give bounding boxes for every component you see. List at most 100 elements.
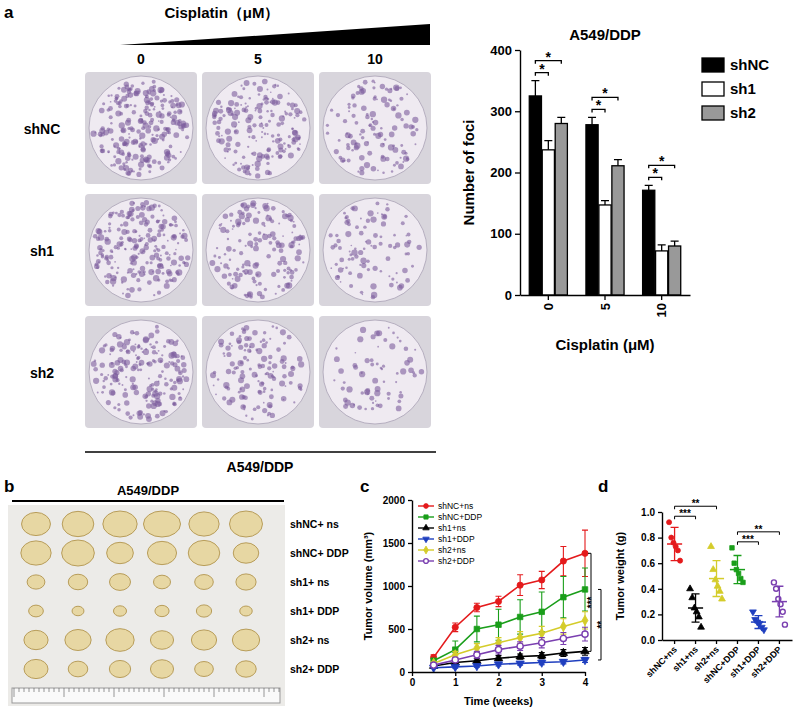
- colony: [231, 121, 237, 127]
- colony: [378, 132, 383, 137]
- ruler-tick: [174, 688, 175, 692]
- tick: 2: [496, 672, 502, 688]
- colony: [217, 378, 219, 380]
- colony: [133, 202, 135, 204]
- tick-label: 0.0: [641, 635, 655, 646]
- ruler-tick: [114, 688, 115, 697]
- colony: [114, 245, 118, 249]
- colony: [259, 123, 264, 128]
- colony: [370, 358, 374, 362]
- colony: [349, 253, 352, 256]
- significance-label: *: [659, 153, 665, 169]
- colony: [286, 271, 289, 274]
- colony: [276, 100, 281, 105]
- colony: [113, 155, 116, 158]
- colony: [400, 118, 403, 121]
- colony: [372, 378, 378, 384]
- legend-symbol: [424, 546, 429, 554]
- tick: sh2+DDP: [749, 640, 784, 680]
- tumor: [150, 631, 173, 650]
- colony: [285, 385, 287, 387]
- point: [750, 610, 757, 616]
- colony: [385, 207, 389, 211]
- point: [687, 585, 694, 591]
- colony: [147, 164, 151, 168]
- colony: [117, 403, 120, 406]
- colony: [291, 108, 294, 111]
- colony: [137, 414, 143, 420]
- colony: [234, 367, 238, 371]
- colony: [262, 79, 268, 85]
- bar: [542, 150, 554, 295]
- colony: [252, 82, 256, 86]
- colony: [143, 336, 149, 342]
- colony: [213, 255, 216, 258]
- colony: [267, 89, 269, 91]
- colony: [141, 206, 143, 208]
- colony: [346, 386, 352, 392]
- bar: [599, 205, 611, 295]
- colony: [169, 145, 173, 149]
- ruler-tick: [219, 688, 220, 692]
- colony: [347, 103, 350, 106]
- tick-label: 1: [453, 677, 459, 688]
- colony: [180, 235, 184, 239]
- colony: [243, 408, 245, 410]
- colony: [268, 404, 272, 408]
- colony: [162, 98, 167, 103]
- colony: [400, 368, 406, 374]
- axis-title: Time (weeks): [464, 695, 533, 707]
- colony: [125, 248, 127, 250]
- colony: [173, 132, 179, 138]
- error-bar: [474, 603, 480, 612]
- tick: 100: [490, 226, 520, 241]
- colony: [386, 203, 388, 205]
- colony: [268, 120, 271, 123]
- colony: [260, 340, 262, 342]
- colony: [262, 127, 264, 129]
- legend: shNC+nsshNC+DDPsh1+nssh1+DDPsh2+nssh2+DD…: [418, 501, 482, 566]
- colony: [232, 370, 236, 374]
- colony: [370, 283, 376, 289]
- colony: [97, 392, 99, 394]
- colony: [355, 352, 357, 354]
- tick: 0: [410, 672, 416, 688]
- tick: 0.8: [641, 532, 662, 543]
- colony: [288, 371, 294, 377]
- colony: [249, 173, 252, 176]
- legend-label: shNC: [730, 56, 769, 73]
- chart-title: A549/DDP: [569, 26, 641, 43]
- colony: [152, 80, 156, 84]
- colony: [294, 268, 298, 272]
- colony: [178, 392, 181, 395]
- colony: [385, 88, 388, 91]
- colony: [171, 259, 177, 265]
- colony: [141, 251, 143, 253]
- colony: [261, 136, 263, 138]
- tick-mark: [408, 586, 412, 587]
- colony: [119, 112, 123, 116]
- colony: [135, 230, 138, 233]
- colony: [372, 80, 375, 83]
- colony: [264, 97, 268, 101]
- colony: [183, 262, 185, 264]
- point: [474, 604, 480, 610]
- ruler: [12, 688, 280, 703]
- colony: [238, 345, 243, 350]
- colony: [333, 379, 335, 381]
- colony: [237, 340, 241, 344]
- point: [516, 652, 524, 659]
- colony: [167, 240, 169, 242]
- colony: [153, 249, 156, 252]
- colony: [218, 109, 223, 114]
- significance-label: ***: [586, 596, 597, 608]
- ruler-tick: [229, 688, 230, 692]
- colony: [348, 271, 352, 275]
- tick: 1000: [383, 581, 412, 592]
- colony: [239, 95, 243, 99]
- colony: [126, 230, 130, 234]
- colony: [335, 275, 340, 280]
- colony: [255, 166, 260, 171]
- tick-mark: [658, 589, 662, 590]
- point: [782, 622, 787, 627]
